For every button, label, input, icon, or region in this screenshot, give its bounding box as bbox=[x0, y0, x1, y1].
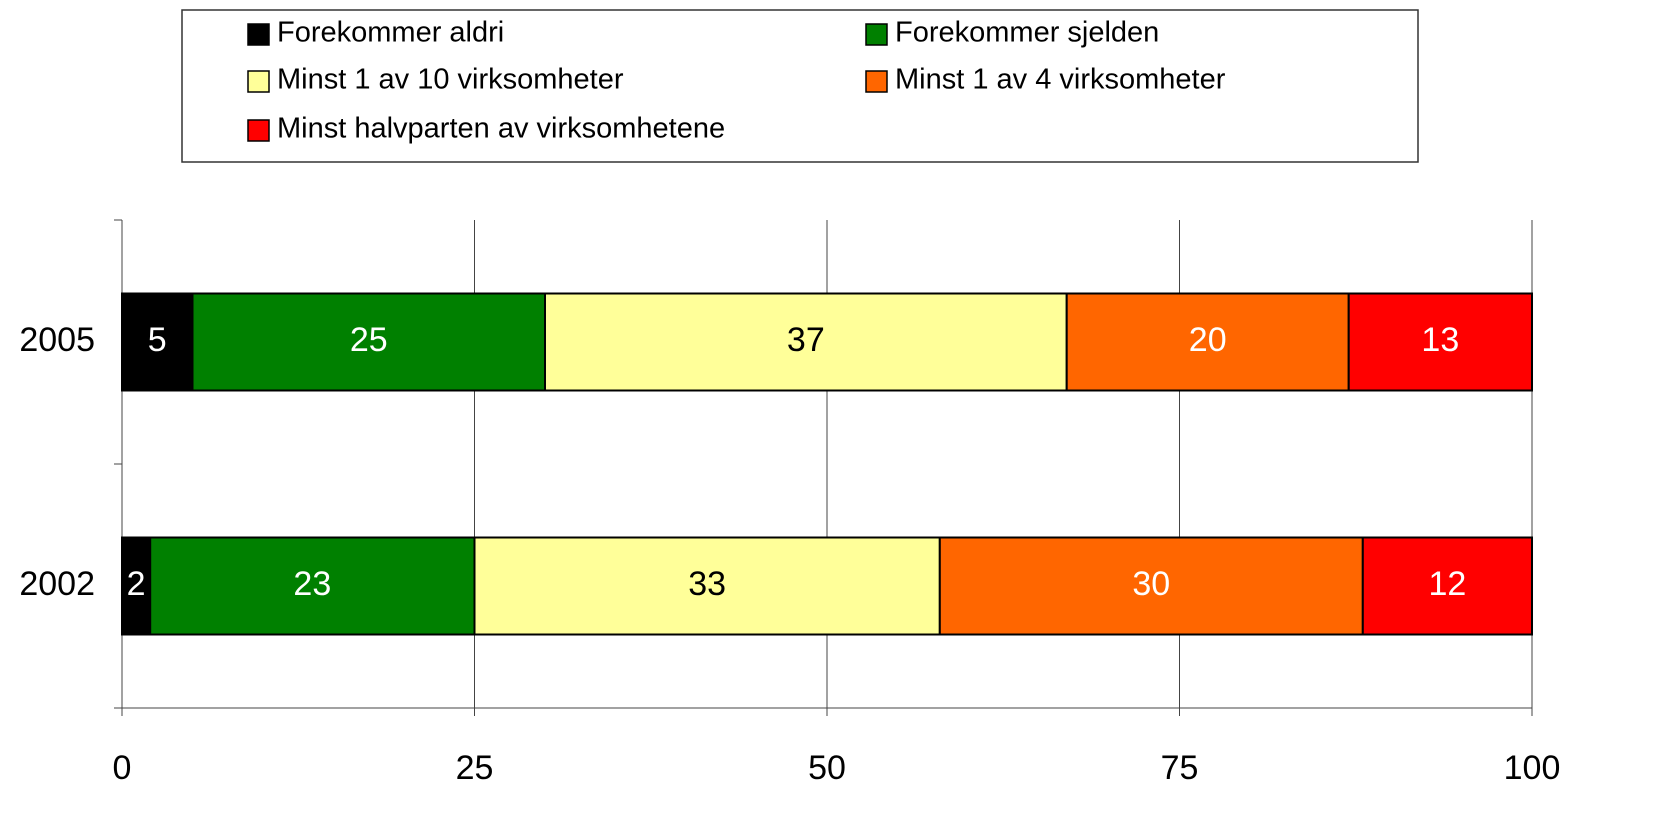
bar-segment bbox=[473, 536, 941, 636]
legend-swatch bbox=[865, 23, 888, 46]
value-label: 2 bbox=[127, 565, 146, 603]
value-label: 30 bbox=[1132, 565, 1170, 603]
legend-swatch bbox=[247, 70, 270, 93]
x-tick-label: 100 bbox=[1504, 749, 1561, 787]
bar-segment bbox=[938, 536, 1364, 636]
legend-label: Minst halvparten av virksomhetene bbox=[277, 113, 725, 145]
legend-swatch bbox=[247, 119, 270, 142]
bar-segment bbox=[1065, 292, 1350, 392]
bar-segment bbox=[191, 292, 546, 392]
bar-segment bbox=[1347, 292, 1533, 392]
legend-swatch bbox=[247, 23, 270, 46]
bar-segment bbox=[149, 536, 476, 636]
x-tick-label: 50 bbox=[808, 749, 846, 787]
x-tick-label: 75 bbox=[1161, 749, 1199, 787]
legend-label: Forekommer sjelden bbox=[895, 17, 1159, 49]
legend-label: Forekommer aldri bbox=[277, 17, 504, 49]
legend-box bbox=[181, 9, 1419, 163]
legend-swatch bbox=[865, 70, 888, 93]
y-tick-label: 2005 bbox=[19, 321, 95, 359]
x-tick-label: 25 bbox=[456, 749, 494, 787]
value-label: 25 bbox=[350, 321, 388, 359]
bar-segment bbox=[1361, 536, 1534, 636]
value-label: 5 bbox=[148, 321, 167, 359]
value-label: 13 bbox=[1421, 321, 1459, 359]
value-label: 33 bbox=[688, 565, 726, 603]
legend-label: Minst 1 av 4 virksomheter bbox=[895, 64, 1226, 96]
y-tick-label: 2002 bbox=[19, 565, 95, 603]
value-label: 23 bbox=[293, 565, 331, 603]
value-label: 37 bbox=[787, 321, 825, 359]
value-label: 20 bbox=[1189, 321, 1227, 359]
legend-label: Minst 1 av 10 virksomheter bbox=[277, 64, 624, 96]
value-label: 12 bbox=[1428, 565, 1466, 603]
x-tick-label: 0 bbox=[113, 749, 132, 787]
